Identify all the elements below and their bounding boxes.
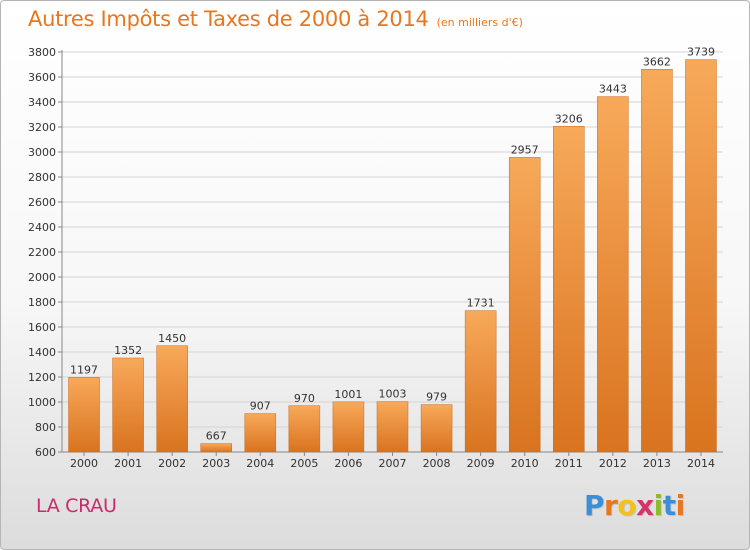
y-tick-label: 1400 xyxy=(28,346,56,359)
x-tick-labels: 2000 2001 2002 2003 2004 2005 2006 2007 2008 2009… xyxy=(70,457,715,470)
y-tick-label: 3600 xyxy=(28,71,56,84)
chart-unit-label: (en milliers d'€) xyxy=(436,16,523,29)
x-tick-label: 2000 xyxy=(70,457,98,470)
bar-value-label: 1197 xyxy=(70,363,98,376)
bar xyxy=(597,96,629,453)
bar-value-label: 3206 xyxy=(555,112,583,125)
y-tick-label: 2200 xyxy=(28,246,56,259)
bar-value-label: 979 xyxy=(426,391,447,404)
x-tick-label: 2007 xyxy=(379,457,407,470)
logo-letter: r xyxy=(604,489,618,522)
bar xyxy=(332,401,365,453)
bar xyxy=(641,69,673,453)
bar-value-label: 3443 xyxy=(599,83,627,96)
x-tick-label: 2006 xyxy=(334,457,362,470)
y-tick-label: 3200 xyxy=(28,121,56,134)
bar-value-label: 1352 xyxy=(114,344,142,357)
x-tick-label: 2008 xyxy=(423,457,451,470)
bar-value-label: 1003 xyxy=(379,388,407,401)
bar xyxy=(420,404,453,453)
y-tick-label: 2600 xyxy=(28,196,56,209)
y-tick-label: 3000 xyxy=(28,146,56,159)
bar-value-label: 970 xyxy=(294,392,315,405)
logo-letter: i xyxy=(675,489,686,522)
x-tick-label: 2003 xyxy=(202,457,230,470)
y-tick-label: 1600 xyxy=(28,321,56,334)
bar xyxy=(553,126,585,453)
bar xyxy=(244,413,277,453)
bar-value-label: 907 xyxy=(250,400,271,413)
y-tick-label: 2000 xyxy=(28,271,56,284)
y-tick-labels: 600 800 1000 1200 1400 1600 1800 2000 2200 2400 26… xyxy=(28,46,56,459)
bar xyxy=(156,345,188,453)
y-tick-label: 600 xyxy=(35,446,56,459)
value-labels: 1197 1352 1450 667 907 970 1001 1003 979 1731 2957… xyxy=(70,46,715,443)
bar xyxy=(288,405,321,453)
logo-letter: o xyxy=(617,489,637,522)
x-tick-label: 2001 xyxy=(114,457,142,470)
x-tick-label: 2002 xyxy=(158,457,186,470)
logo-letter: i xyxy=(653,489,664,522)
x-tick-label: 2011 xyxy=(555,457,583,470)
bars xyxy=(68,59,717,453)
bar xyxy=(112,357,144,453)
bar-value-label: 1001 xyxy=(334,388,362,401)
bar-value-label: 1450 xyxy=(158,332,186,345)
bar-value-label: 3739 xyxy=(687,46,715,59)
y-tick-label: 3800 xyxy=(28,46,56,59)
bar xyxy=(685,59,717,453)
bar xyxy=(200,443,232,453)
x-tick-label: 2012 xyxy=(599,457,627,470)
bar-value-label: 3662 xyxy=(643,55,671,68)
proxiti-logo: Proxiti xyxy=(584,489,685,522)
logo-letter: t xyxy=(662,489,676,522)
y-tick-label: 1000 xyxy=(28,396,56,409)
bar-value-label: 2957 xyxy=(511,143,539,156)
x-tick-label: 2004 xyxy=(246,457,274,470)
y-tick-label: 1800 xyxy=(28,296,56,309)
y-tick-label: 800 xyxy=(35,421,56,434)
bar xyxy=(376,401,409,453)
x-tick-label: 2010 xyxy=(511,457,539,470)
bar-value-label: 1731 xyxy=(467,297,495,310)
y-tick-label: 2400 xyxy=(28,221,56,234)
x-tick-label: 2009 xyxy=(467,457,495,470)
bar-value-label: 667 xyxy=(206,430,227,443)
x-tick-label: 2013 xyxy=(643,457,671,470)
logo-letter: x xyxy=(636,489,654,522)
chart-title-text: Autres Impôts et Taxes de 2000 à 2014 xyxy=(28,7,429,31)
x-tick-label: 2005 xyxy=(290,457,318,470)
x-tick-label: 2014 xyxy=(687,457,715,470)
logo-letter: P xyxy=(584,489,605,522)
chart-title: Autres Impôts et Taxes de 2000 à 2014 (en… xyxy=(28,7,523,31)
bar xyxy=(464,310,497,453)
bar xyxy=(508,157,541,453)
bar xyxy=(68,377,100,453)
y-tick-label: 1200 xyxy=(28,371,56,384)
town-name: LA CRAU xyxy=(36,495,117,517)
y-tick-label: 3400 xyxy=(28,96,56,109)
y-tick-label: 2800 xyxy=(28,171,56,184)
